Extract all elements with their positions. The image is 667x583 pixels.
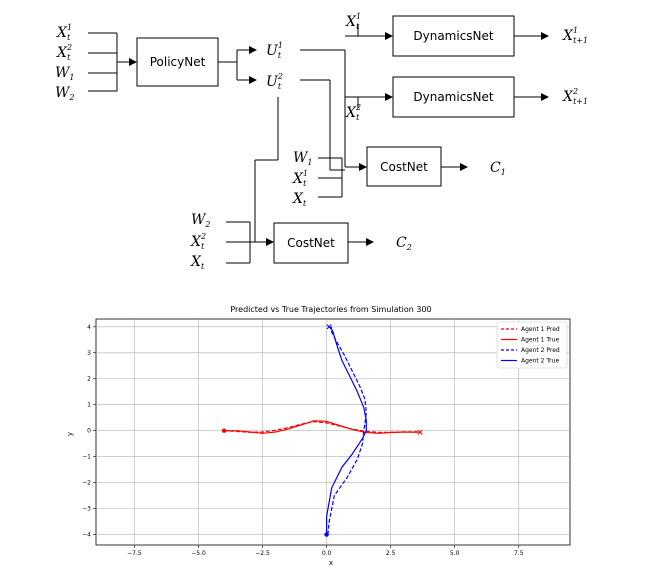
legend: Agent 1 Pred Agent 1 True Agent 2 Pred Agen… <box>496 321 568 369</box>
x-tick-label: −7.5 <box>127 550 142 557</box>
series-line-agent-2-true <box>326 326 367 535</box>
x-tick-label: 7.5 <box>514 550 524 557</box>
y-tick-label: 2 <box>87 376 91 383</box>
series-layer <box>221 324 423 537</box>
legend-box <box>496 321 568 369</box>
chart-title: Predicted vs True Trajectories from Simu… <box>230 305 431 314</box>
costnet-2-label: CostNet <box>287 236 335 250</box>
cost1-input-label-w1: W1 <box>293 150 312 167</box>
cost1-input-label-xt: Xt <box>292 191 307 208</box>
policynet-label: PolicyNet <box>150 55 206 69</box>
x-tick-label: 0.0 <box>322 550 332 557</box>
costnet-1-label: CostNet <box>380 160 428 174</box>
x-tick-label: 5.0 <box>450 550 460 557</box>
control-label-u2: U2 t <box>266 72 283 91</box>
control-wiring <box>254 24 393 242</box>
output-label-x1-next: X1 t+1 <box>562 26 588 45</box>
dyn2-input-label-x2: X2 t <box>345 103 361 122</box>
control-label-u1: U1 t <box>266 41 283 60</box>
plot-area <box>95 318 571 546</box>
input-label-x2: X2 t <box>56 43 72 62</box>
legend-entry-label: Agent 2 Pred <box>521 347 560 354</box>
input-label-w2: W2 <box>55 85 74 102</box>
trajectory-end-marker <box>326 324 332 330</box>
cost1-input-bracket <box>318 157 343 198</box>
input-label-w1: W1 <box>55 65 74 82</box>
policy-output-split <box>218 46 257 84</box>
output-label-c1: C1 <box>490 160 506 177</box>
series-line-agent-1-pred <box>224 420 422 433</box>
cost2-input-bracket <box>226 221 274 264</box>
trajectory-start-marker <box>324 532 329 537</box>
x-tick-label: −2.5 <box>255 550 270 557</box>
x-axis-label: x <box>329 559 333 567</box>
costnet-2-box <box>273 222 349 264</box>
trajectory-end-marker <box>417 429 423 435</box>
costnet-1-box <box>366 146 442 187</box>
y-tick-label: 0 <box>87 428 91 435</box>
y-tick-label: 3 <box>87 350 91 357</box>
policy-input-bracket <box>88 32 137 92</box>
dynamicsnet-2-label: DynamicsNet <box>413 90 494 104</box>
output-label-x2-next: X2 t+1 <box>562 87 588 106</box>
y-tick-label: 4 <box>87 324 91 331</box>
cost2-input-label-x2: X2 t <box>190 232 206 251</box>
dyn1-input-label-x1: X1 t <box>345 12 361 31</box>
x-tick-label: −5.0 <box>191 550 206 557</box>
y-tick-label: 1 <box>87 402 91 409</box>
y-tick-label: −4 <box>82 532 91 539</box>
cost1-input-label-x1: X1 t <box>292 169 308 188</box>
y-tick-label: −3 <box>82 506 91 513</box>
x-tick-label: 2.5 <box>386 550 396 557</box>
output-label-c2: C2 <box>396 235 412 252</box>
legend-entry-label: Agent 1 Pred <box>521 326 560 333</box>
tick-labels: −7.5 −5.0 −2.5 0.0 2.5 5.0 7.5 −4 −3 −2 −1 0 1 2 3 4 <box>82 324 524 557</box>
series-line-agent-1-true <box>224 420 419 434</box>
dynamicsnet-2-box <box>392 76 515 118</box>
y-tick-label: −1 <box>82 454 91 461</box>
trajectory-start-marker <box>221 428 227 433</box>
input-label-x1: X1 t <box>56 23 72 42</box>
series-line-agent-2-pred <box>327 326 367 535</box>
dynamicsnet-1-box <box>392 15 515 57</box>
legend-entry-label: Agent 2 True <box>521 358 559 365</box>
grid <box>96 319 570 545</box>
policy-architecture-diagram: X1 t X2 t W1 W2 PolicyNet U1 t U2 t <box>55 12 588 271</box>
dynamicsnet-1-label: DynamicsNet <box>413 29 494 43</box>
y-tick-label: −2 <box>82 480 91 487</box>
y-axis-label: y <box>66 432 74 436</box>
legend-entry-label: Agent 1 True <box>521 337 559 344</box>
cost2-input-label-w2: W2 <box>191 212 210 229</box>
cost2-input-label-xt: Xt <box>190 254 205 271</box>
